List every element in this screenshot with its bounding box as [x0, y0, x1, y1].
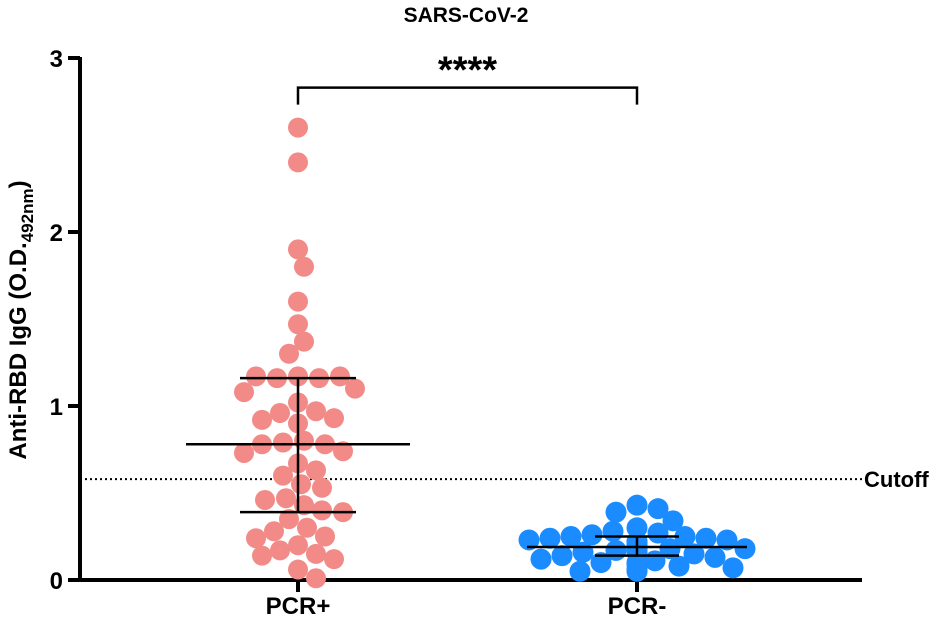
y-axis-label-subscript: 492nm [18, 188, 37, 242]
data-point-pcr-neg [626, 494, 648, 516]
plot-area: Cutoff 0 1 2 3 PCR+ PCR- **** [50, 46, 930, 619]
data-point-pcr-pos [288, 291, 308, 312]
y-axis-label: Anti-RBD IgG (O.D.492nm) [5, 180, 37, 459]
data-point-pcr-neg [626, 560, 648, 582]
data-point-pcr-pos [264, 521, 284, 542]
data-point-pcr-neg [716, 529, 738, 551]
data-point-pcr-pos [297, 517, 317, 538]
y-tick-label: 2 [50, 220, 63, 247]
significance-bracket [296, 86, 639, 105]
data-point-pcr-neg [668, 555, 690, 577]
data-point-pcr-neg [530, 548, 552, 570]
data-point-pcr-neg [647, 522, 669, 544]
data-point-pcr-neg [704, 546, 726, 568]
data-point-pcr-pos [345, 378, 365, 399]
data-point-pcr-pos [246, 366, 266, 387]
data-point-pcr-pos [288, 314, 308, 335]
data-point-pcr-neg [569, 560, 591, 582]
data-point-pcr-neg [722, 557, 744, 579]
cutoff-label: Cutoff [864, 467, 929, 492]
data-point-pcr-neg [581, 524, 603, 546]
data-point-pcr-pos [255, 489, 275, 510]
data-point-pcr-pos [294, 331, 314, 352]
data-point-pcr-neg [647, 498, 669, 520]
chart-title: SARS-CoV-2 [404, 4, 529, 27]
data-point-pcr-pos [252, 545, 272, 566]
data-point-pcr-pos [306, 543, 326, 564]
data-point-pcr-pos [273, 432, 293, 453]
data-point-pcr-pos [330, 366, 350, 387]
y-axis-label-close: ) [5, 180, 32, 188]
y-tick-label: 3 [50, 46, 63, 73]
data-point-pcr-neg [560, 526, 582, 547]
data-point-pcr-pos [270, 402, 290, 423]
x-tick-label: PCR- [608, 593, 667, 619]
data-point-pcr-neg [518, 529, 540, 551]
data-point-pcr-pos [279, 343, 299, 364]
data-point-pcr-pos [288, 152, 308, 173]
data-point-pcr-neg [551, 545, 573, 567]
significance-label: **** [438, 50, 497, 92]
y-axis-label-main: Anti-RBD IgG (O.D. [5, 242, 32, 459]
data-point-pcr-neg [683, 543, 705, 565]
data-point-pcr-pos [288, 117, 308, 138]
data-point-pcr-pos [315, 526, 335, 547]
data-point-pcr-pos [252, 409, 272, 430]
data-point-pcr-neg [674, 526, 696, 547]
data-point-pcr-pos [246, 528, 266, 549]
data-point-pcr-pos [288, 366, 308, 387]
y-tick-label: 1 [50, 394, 63, 421]
data-point-pcr-neg [644, 550, 666, 572]
data-point-pcr-pos [312, 500, 332, 521]
data-point-pcr-neg [590, 552, 612, 574]
data-point-pcr-pos [273, 465, 293, 486]
data-point-pcr-pos [270, 540, 290, 561]
data-point-pcr-neg [734, 538, 756, 560]
data-point-pcr-pos [312, 477, 332, 498]
data-point-pcr-pos [324, 408, 344, 429]
data-point-pcr-neg [662, 510, 684, 532]
data-point-pcr-pos [306, 401, 326, 422]
data-point-pcr-pos [294, 256, 314, 277]
data-point-pcr-neg [695, 527, 717, 549]
data-point-pcr-pos [279, 509, 299, 530]
data-point-pcr-pos [288, 559, 308, 580]
data-point-pcr-pos [234, 442, 254, 463]
data-point-pcr-pos [306, 568, 326, 589]
data-point-pcr-pos [306, 460, 326, 481]
svg-text:Anti-RBD IgG (O.D.492nm): Anti-RBD IgG (O.D.492nm) [5, 180, 37, 459]
data-point-pcr-pos [291, 474, 311, 495]
data-point-pcr-pos [324, 549, 344, 570]
data-point-pcr-pos [333, 441, 353, 462]
data-point-pcr-neg [602, 520, 624, 542]
y-tick-label: 0 [50, 568, 63, 595]
data-point-pcr-neg [605, 501, 627, 523]
data-point-pcr-neg [659, 538, 681, 560]
x-tick-label: PCR+ [266, 593, 331, 619]
data-point-pcr-neg [539, 527, 561, 549]
data-point-pcr-pos [234, 382, 254, 403]
data-point-pcr-neg [572, 541, 594, 563]
data-point-pcr-pos [288, 535, 308, 556]
data-point-pcr-pos [288, 239, 308, 260]
data-point-pcr-pos [276, 488, 296, 509]
